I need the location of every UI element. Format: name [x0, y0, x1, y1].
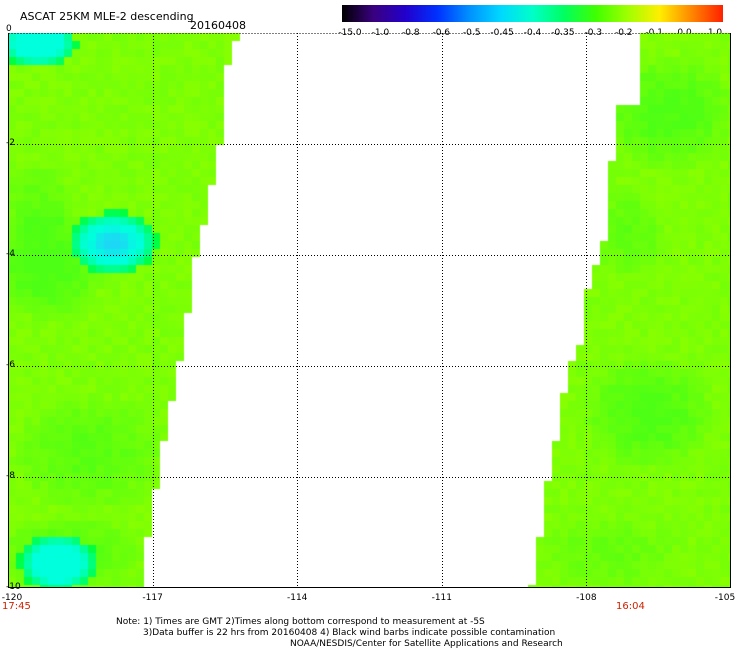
note-line-2: 3)Data buffer is 22 hrs from 20160408 4)… — [143, 628, 556, 638]
note-line-1: Note: 1) Times are GMT 2)Times along bot… — [116, 617, 485, 627]
map-title: ASCAT 25KM MLE-2 descending — [20, 10, 194, 23]
latitude-label: -8 — [6, 471, 15, 481]
colorbar-gradient — [342, 5, 723, 22]
lat-lon-grid — [8, 33, 731, 588]
latitude-label: -6 — [6, 360, 15, 370]
latitude-label: -10 — [6, 582, 21, 592]
longitude-label: -114 — [286, 593, 308, 603]
note-line-3: NOAA/NESDIS/Center for Satellite Applica… — [290, 639, 563, 649]
longitude-label: -111 — [431, 593, 453, 603]
map-date: 20160408 — [190, 19, 246, 32]
longitude-label: -117 — [142, 593, 163, 603]
latitude-label: -2 — [6, 138, 15, 148]
time-right: 16:04 — [616, 601, 645, 612]
longitude-label: -120 — [1, 593, 23, 603]
longitude-label: -108 — [576, 593, 597, 603]
latitude-label: 0 — [6, 24, 12, 34]
time-left: 17:45 — [2, 601, 31, 612]
latitude-label: -4 — [6, 249, 15, 259]
swath-map — [8, 33, 731, 588]
longitude-label: -105 — [714, 593, 736, 603]
colorbar — [342, 5, 723, 22]
